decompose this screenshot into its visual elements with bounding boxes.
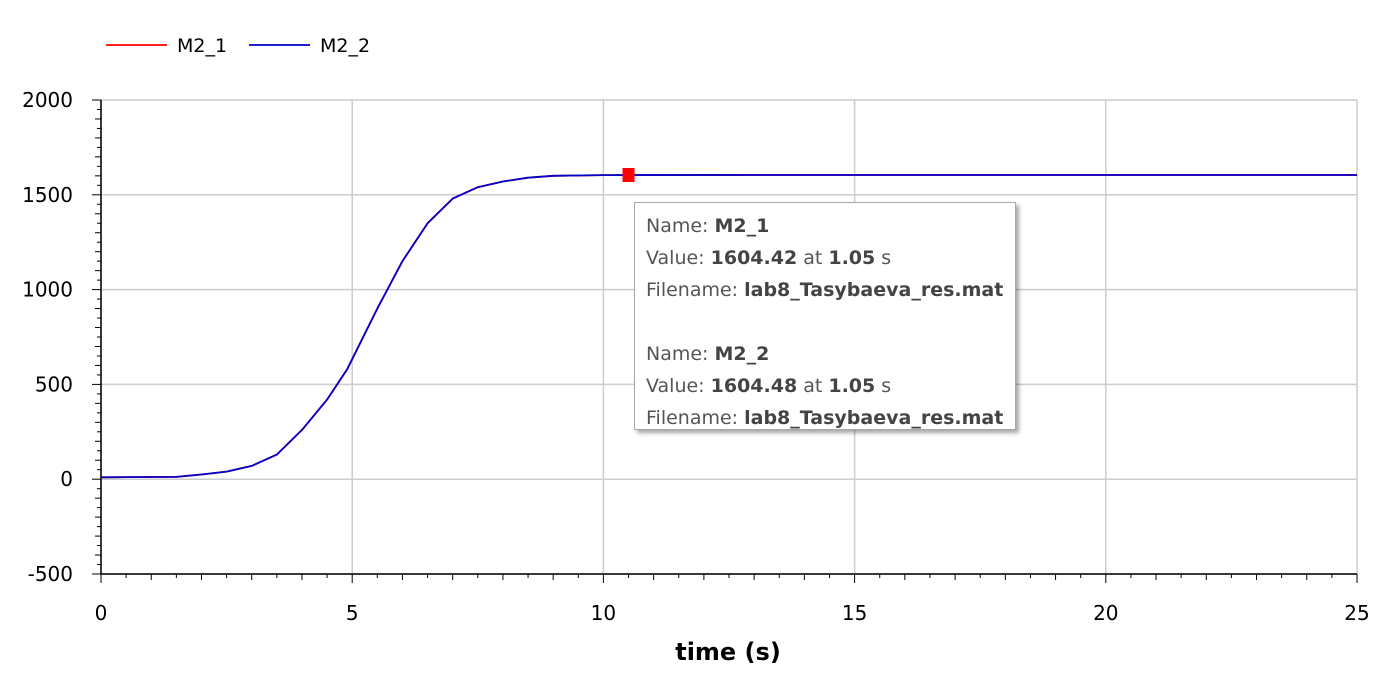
tooltip-value-row-1: Value: 1604.42 at 1.05 s — [646, 247, 892, 269]
legend: M2_1 M2_2 — [106, 35, 370, 57]
x-axis-title: time (s) — [675, 638, 781, 666]
y-tick-label: -500 — [28, 562, 73, 586]
y-tick-label: 500 — [35, 372, 73, 396]
series-line-m2-2 — [100, 174, 1357, 479]
axes: 0 5 10 15 20 25 2000 1500 1000 500 0 -500 — [22, 88, 1370, 625]
tooltip-value-row-2: Value: 1604.48 at 1.05 s — [646, 375, 892, 397]
marker-layer — [622, 167, 635, 182]
tooltip-file-row-2: Filename: lab8_Tasybaeva_res.mat — [646, 407, 1004, 429]
x-tick-label: 15 — [842, 601, 867, 625]
tooltip-name-row-2: Name: M2_2 — [646, 343, 770, 365]
y-tick-label: 1500 — [22, 183, 73, 207]
x-tick-label: 0 — [95, 601, 108, 625]
y-tick-label: 0 — [60, 467, 73, 491]
x-tick-label: 5 — [346, 601, 359, 625]
tooltip-name-row-1: Name: M2_1 — [646, 215, 770, 237]
x-tick-label: 20 — [1093, 601, 1118, 625]
series-layer — [100, 174, 1357, 479]
y-tick-label: 1000 — [22, 278, 73, 302]
data-point-marker — [622, 167, 635, 182]
legend-label-2: M2_2 — [320, 35, 370, 57]
x-tick-label: 25 — [1344, 601, 1369, 625]
legend-label-1: M2_1 — [177, 35, 227, 57]
tooltip: Name: M2_1 Value: 1604.42 at 1.05 s File… — [634, 202, 1016, 430]
tooltip-file-row-1: Filename: lab8_Tasybaeva_res.mat — [646, 279, 1004, 301]
x-tick-label: 10 — [591, 601, 616, 625]
y-tick-label: 2000 — [22, 88, 73, 112]
